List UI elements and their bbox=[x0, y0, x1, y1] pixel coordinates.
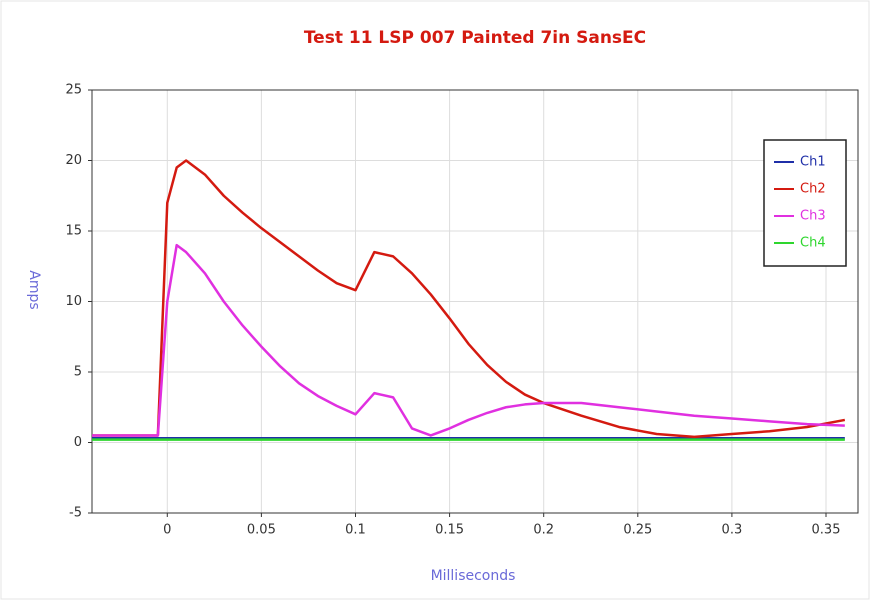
series-line bbox=[92, 243, 845, 437]
x-tick-label: 0.15 bbox=[435, 523, 464, 538]
y-axis-label: Amps bbox=[26, 270, 42, 309]
x-tick-label: 0.35 bbox=[812, 523, 841, 538]
y-tick-label: 15 bbox=[65, 224, 82, 239]
legend-label: Ch4 bbox=[800, 236, 826, 251]
x-tick-label: 0.1 bbox=[345, 523, 366, 538]
x-tick-label: 0.2 bbox=[533, 523, 554, 538]
plot-border bbox=[91, 89, 859, 514]
legend-label: Ch3 bbox=[800, 209, 826, 224]
y-tick-label: 0 bbox=[74, 435, 82, 450]
x-tick-label: 0.25 bbox=[623, 523, 652, 538]
x-tick-label: 0.3 bbox=[722, 523, 743, 538]
legend-label: Ch1 bbox=[800, 155, 826, 170]
y-tick-label: 10 bbox=[65, 294, 82, 309]
x-tick-label: 0 bbox=[163, 523, 171, 538]
y-tick-label: -5 bbox=[69, 506, 82, 521]
x-tick-label: 0.05 bbox=[247, 523, 276, 538]
chart-title: Test 11 LSP 007 Painted 7in SansEC bbox=[304, 28, 646, 48]
legend-label: Ch2 bbox=[800, 182, 826, 197]
y-tick-label: 25 bbox=[65, 83, 82, 98]
x-axis-label: Milliseconds bbox=[431, 568, 516, 584]
y-tick-label: 20 bbox=[65, 153, 82, 168]
y-tick-label: 5 bbox=[74, 365, 82, 380]
series-line bbox=[92, 159, 846, 439]
